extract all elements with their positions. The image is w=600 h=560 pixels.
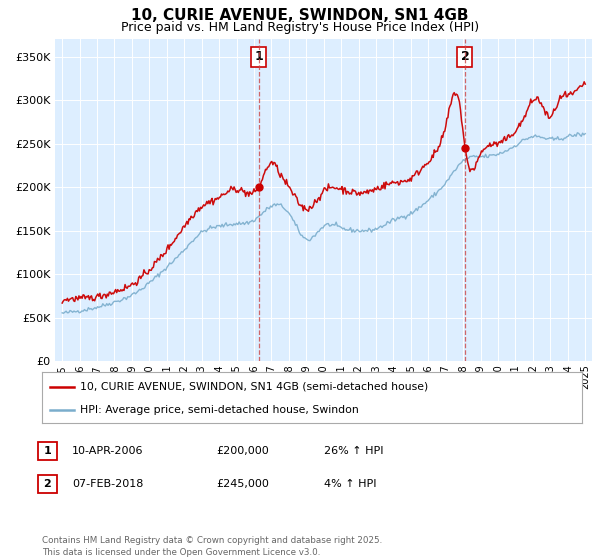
Text: 2: 2	[44, 479, 51, 489]
Text: HPI: Average price, semi-detached house, Swindon: HPI: Average price, semi-detached house,…	[80, 405, 359, 415]
Text: 26% ↑ HPI: 26% ↑ HPI	[324, 446, 383, 456]
Text: 07-FEB-2018: 07-FEB-2018	[72, 479, 143, 489]
Text: Price paid vs. HM Land Registry's House Price Index (HPI): Price paid vs. HM Land Registry's House …	[121, 21, 479, 34]
Text: £245,000: £245,000	[216, 479, 269, 489]
Text: 4% ↑ HPI: 4% ↑ HPI	[324, 479, 377, 489]
Text: 1: 1	[254, 50, 263, 63]
Text: £200,000: £200,000	[216, 446, 269, 456]
Text: 10, CURIE AVENUE, SWINDON, SN1 4GB (semi-detached house): 10, CURIE AVENUE, SWINDON, SN1 4GB (semi…	[80, 381, 428, 391]
Text: 2: 2	[461, 50, 469, 63]
Text: Contains HM Land Registry data © Crown copyright and database right 2025.
This d: Contains HM Land Registry data © Crown c…	[42, 536, 382, 557]
Text: 10-APR-2006: 10-APR-2006	[72, 446, 143, 456]
Text: 1: 1	[44, 446, 51, 456]
Text: 10, CURIE AVENUE, SWINDON, SN1 4GB: 10, CURIE AVENUE, SWINDON, SN1 4GB	[131, 8, 469, 24]
